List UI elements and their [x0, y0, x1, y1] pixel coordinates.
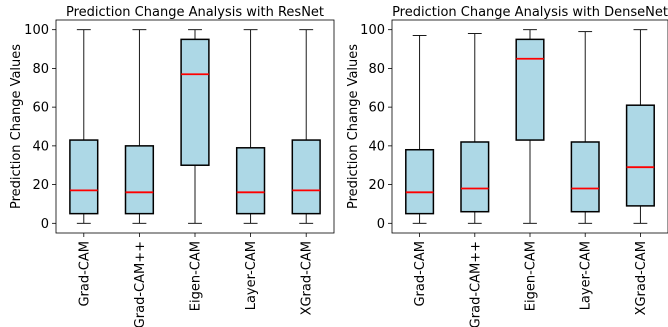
x-tick-label: Grad-CAM++	[468, 241, 483, 327]
box-grad-cam-	[460, 33, 490, 224]
iqr-box	[570, 141, 600, 213]
y-tick-label: 60	[368, 101, 385, 116]
plot-frame	[55, 19, 335, 234]
box-eigen-cam	[515, 29, 545, 224]
x-tick-label: Grad-CAM	[77, 241, 92, 307]
iqr-box	[291, 139, 321, 215]
x-tick-label: Grad-CAM	[413, 241, 428, 307]
y-tick-label: 20	[368, 178, 385, 193]
x-tick-label: Layer-CAM	[244, 241, 259, 310]
y-tick-label: 0	[377, 217, 385, 232]
x-tick-label: XGrad-CAM	[634, 241, 649, 315]
iqr-box	[235, 147, 266, 215]
box-layer-cam	[235, 29, 266, 224]
iqr-box	[405, 148, 435, 215]
box-grad-cam	[405, 35, 435, 224]
box-grad-cam-	[124, 29, 155, 224]
x-tick-label: Eigen-CAM	[524, 241, 539, 311]
y-tick-label: 0	[41, 217, 49, 232]
y-tick-label: 100	[360, 23, 385, 38]
y-tick-label: 60	[32, 101, 49, 116]
y-tick-label: 100	[24, 23, 49, 38]
iqr-box	[625, 104, 655, 207]
iqr-box	[180, 38, 210, 166]
box-eigen-cam	[180, 29, 210, 224]
y-tick-label: 20	[32, 178, 49, 193]
chart-title: Prediction Change Analysis with DenseNet	[392, 5, 668, 20]
panel-2: Prediction Change Analysis with DenseNet…	[346, 5, 668, 327]
x-tick-label: Layer-CAM	[579, 241, 594, 310]
plot-frame	[391, 19, 668, 234]
iqr-box	[515, 38, 545, 141]
iqr-box	[69, 139, 99, 215]
y-axis-label: Prediction Change Values	[346, 44, 361, 209]
y-tick-label: 40	[368, 139, 385, 154]
panel-1: Prediction Change Analysis with ResNet Pr…	[9, 5, 335, 327]
x-tick-label: XGrad-CAM	[300, 241, 315, 315]
x-tick-label: Grad-CAM++	[133, 241, 148, 327]
y-tick-label: 80	[32, 62, 49, 77]
x-tick-label: Eigen-CAM	[189, 241, 204, 311]
box-xgrad-cam	[291, 29, 321, 224]
y-tick-label: 40	[32, 139, 49, 154]
y-tick-label: 80	[368, 62, 385, 77]
box-grad-cam	[69, 29, 99, 224]
box-layer-cam	[570, 31, 600, 224]
iqr-box	[460, 141, 490, 213]
iqr-box	[124, 145, 155, 215]
chart-title: Prediction Change Analysis with ResNet	[66, 5, 324, 20]
box-xgrad-cam	[625, 29, 655, 224]
y-axis-label: Prediction Change Values	[9, 44, 24, 209]
